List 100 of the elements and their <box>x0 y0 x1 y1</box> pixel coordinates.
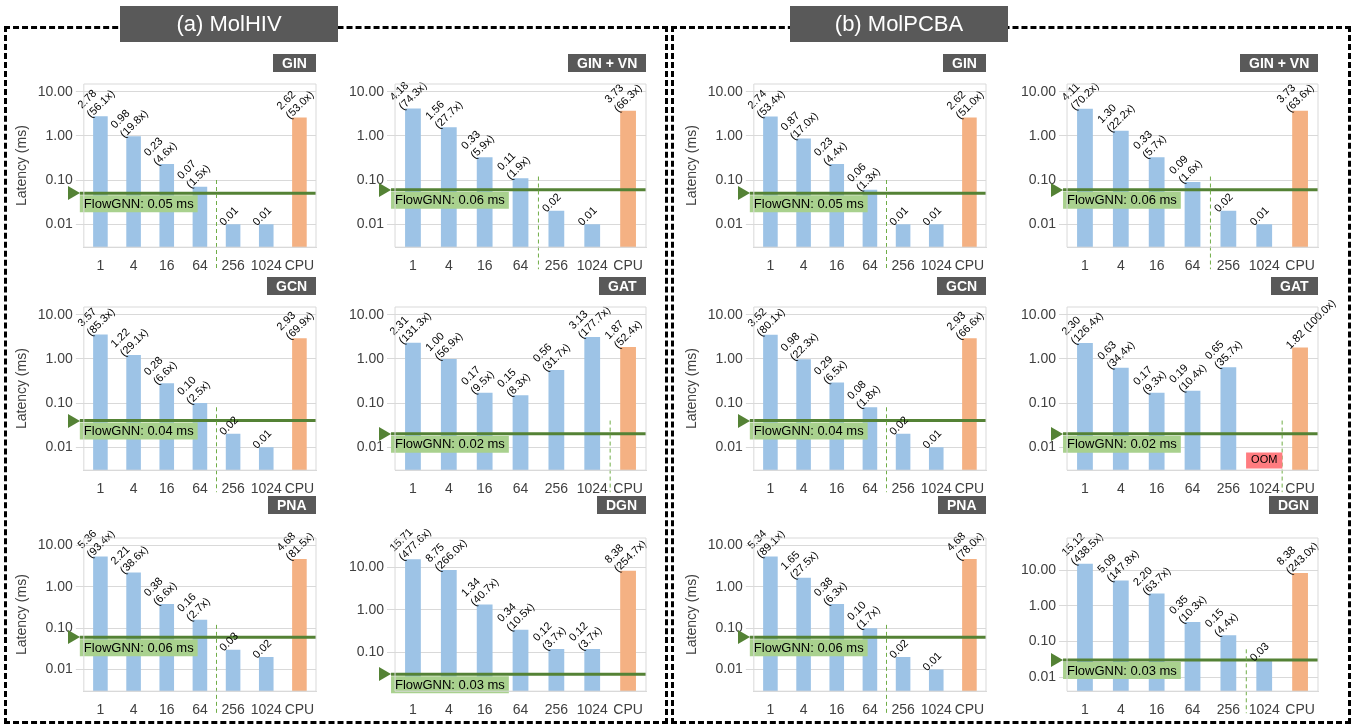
y-tick-label: 1.00 <box>1028 349 1057 366</box>
x-tick-label: 64 <box>192 257 208 274</box>
y-axis-title: Latency (ms) <box>683 574 700 656</box>
x-tick-label: 1 <box>766 701 775 718</box>
x-tick-label: 256 <box>891 480 915 497</box>
chart-title: GIN <box>943 54 986 72</box>
x-tick-label: 256 <box>1216 701 1241 718</box>
y-tick-label: 0.10 <box>715 170 744 187</box>
x-tick-label: 1024 <box>1248 701 1280 718</box>
x-tick-label: 16 <box>476 257 493 274</box>
data-label: 0.02 <box>249 636 274 661</box>
y-tick-label: 1.00 <box>1028 126 1057 143</box>
x-tick-label: CPU <box>613 480 643 497</box>
x-tick-label: 1024 <box>250 257 283 274</box>
x-tick-label: 4 <box>444 701 453 718</box>
data-label: 0.01 <box>1247 203 1271 228</box>
y-axis-title: Latency (ms) <box>13 574 30 656</box>
x-tick-label: 16 <box>828 257 845 274</box>
y-tick-label: 10.00 <box>1020 82 1057 99</box>
data-label: 0.01 <box>919 426 944 451</box>
x-tick-label: 256 <box>221 480 245 497</box>
ref-line-label: FlowGNN: 0.05 ms <box>83 195 195 211</box>
y-tick-label: 0.10 <box>1028 632 1057 649</box>
x-tick-label: 4 <box>129 257 138 274</box>
x-tick-label: 1024 <box>920 701 953 718</box>
y-tick-label: 1.00 <box>45 577 74 594</box>
x-tick-label: 256 <box>1216 257 1241 274</box>
y-tick-label: 10.00 <box>707 536 744 553</box>
x-tick-label: CPU <box>613 257 643 274</box>
x-tick-label: 1024 <box>576 480 608 497</box>
y-tick-label: 10.00 <box>37 536 74 553</box>
x-tick-label: 4 <box>1116 701 1125 718</box>
y-tick-label: 0.01 <box>45 214 74 231</box>
x-tick-label: 1 <box>96 701 105 718</box>
y-tick-label: 0.10 <box>356 393 385 410</box>
chart-title: GIN + VN <box>568 54 647 72</box>
x-tick-label: 16 <box>158 257 175 274</box>
y-tick-label: 10.00 <box>707 305 744 322</box>
x-tick-label: 64 <box>862 480 878 497</box>
chart-subtitle: (a) MolHIV <box>120 6 338 42</box>
x-tick-label: 64 <box>1184 701 1201 718</box>
x-tick-label: 4 <box>444 480 453 497</box>
x-tick-label: 1 <box>409 257 418 274</box>
data-label: 0.01 <box>249 203 274 228</box>
ref-line-label: FlowGNN: 0.04 ms <box>753 423 865 439</box>
x-tick-label: 4 <box>444 257 453 274</box>
y-tick-label: 0.10 <box>356 170 385 187</box>
x-tick-label: CPU <box>284 257 315 274</box>
x-tick-label: 64 <box>512 257 529 274</box>
y-tick-label: 10.00 <box>348 82 385 99</box>
data-label: 0.02 <box>886 636 911 661</box>
x-tick-label: 256 <box>544 257 569 274</box>
x-tick-label: 256 <box>891 257 915 274</box>
x-tick-label: CPU <box>1285 701 1315 718</box>
x-tick-label: 1 <box>766 257 775 274</box>
y-tick-label: 0.01 <box>45 660 74 677</box>
data-label: 0.01 <box>919 203 944 228</box>
x-tick-label: 1 <box>1081 257 1090 274</box>
y-tick-label: 1.00 <box>356 126 385 143</box>
x-tick-label: 1024 <box>250 480 283 497</box>
data-label: 0.01 <box>886 203 911 228</box>
x-tick-label: 4 <box>1116 480 1125 497</box>
x-tick-label: 4 <box>1116 257 1125 274</box>
x-tick-label: CPU <box>284 480 315 497</box>
x-tick-label: 64 <box>192 480 208 497</box>
chart-title: PNA <box>268 496 316 514</box>
x-tick-label: 4 <box>129 701 138 718</box>
y-tick-label: 0.10 <box>1028 393 1057 410</box>
chart-title: GCN <box>267 277 317 295</box>
y-tick-label: 10.00 <box>1020 561 1057 578</box>
x-tick-label: 64 <box>192 701 208 718</box>
y-axis-title: Latency (ms) <box>13 125 30 207</box>
y-tick-label: 10.00 <box>707 82 744 99</box>
x-tick-label: 256 <box>544 701 569 718</box>
y-tick-label: 0.10 <box>45 618 74 635</box>
y-tick-label: 1.00 <box>356 600 385 617</box>
ref-line-label: FlowGNN: 0.02 ms <box>395 436 506 452</box>
y-tick-label: 1.00 <box>45 126 74 143</box>
x-tick-label: 1 <box>1081 480 1090 497</box>
y-tick-label: 1.00 <box>715 349 744 366</box>
x-tick-label: CPU <box>613 701 643 718</box>
x-tick-label: 16 <box>1148 701 1165 718</box>
chart-title: DGN <box>597 496 647 514</box>
y-tick-label: 1.00 <box>45 349 74 366</box>
x-tick-label: 16 <box>1148 480 1165 497</box>
annotation: OOM <box>1251 453 1278 466</box>
x-tick-label: 64 <box>862 257 878 274</box>
y-tick-label: 0.01 <box>715 660 744 677</box>
x-tick-label: 16 <box>476 480 493 497</box>
ref-line-label: FlowGNN: 0.03 ms <box>395 676 506 692</box>
y-tick-label: 0.01 <box>715 214 744 231</box>
chart-subtitle: (b) MolPCBA <box>790 6 1008 42</box>
x-tick-label: 64 <box>512 480 529 497</box>
x-tick-label: 1024 <box>576 257 608 274</box>
x-tick-label: 1024 <box>576 701 608 718</box>
x-tick-label: 16 <box>1148 257 1165 274</box>
chart-title: PNA <box>938 496 986 514</box>
x-tick-label: 1024 <box>920 480 953 497</box>
ref-line-label: FlowGNN: 0.03 ms <box>1067 662 1178 678</box>
y-tick-label: 0.01 <box>356 214 385 231</box>
